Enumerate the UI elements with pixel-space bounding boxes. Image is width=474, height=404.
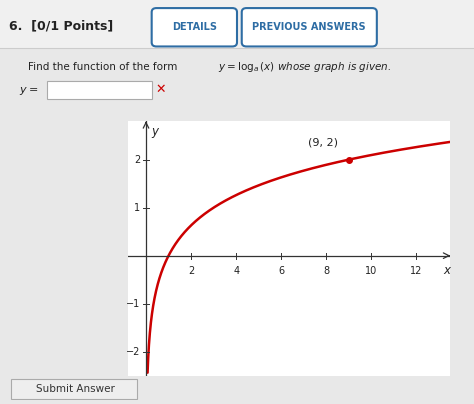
- Text: 12: 12: [410, 266, 423, 276]
- Text: 10: 10: [365, 266, 377, 276]
- FancyBboxPatch shape: [11, 379, 137, 399]
- Text: y: y: [152, 125, 159, 138]
- FancyBboxPatch shape: [0, 0, 474, 48]
- Text: 1: 1: [134, 203, 140, 213]
- Text: x: x: [443, 264, 450, 277]
- Text: Submit Answer: Submit Answer: [36, 384, 115, 394]
- Text: 2: 2: [134, 155, 140, 164]
- Text: PREVIOUS ANSWERS: PREVIOUS ANSWERS: [253, 22, 366, 32]
- Text: $y =$: $y =$: [19, 85, 38, 97]
- Text: −2: −2: [126, 347, 140, 357]
- FancyBboxPatch shape: [242, 8, 377, 46]
- Text: $y = \log_a(x)$ whose graph is given.: $y = \log_a(x)$ whose graph is given.: [218, 60, 392, 74]
- Text: 6.  [0/1 Points]: 6. [0/1 Points]: [9, 20, 114, 33]
- Text: 8: 8: [323, 266, 329, 276]
- Text: Find the function of the form: Find the function of the form: [28, 62, 181, 72]
- Text: (9, 2): (9, 2): [308, 137, 338, 147]
- Text: DETAILS: DETAILS: [172, 22, 217, 32]
- Text: −1: −1: [126, 299, 140, 309]
- Text: 2: 2: [188, 266, 194, 276]
- Text: 6: 6: [278, 266, 284, 276]
- Text: 4: 4: [233, 266, 239, 276]
- Text: ✕: ✕: [156, 83, 166, 96]
- FancyBboxPatch shape: [47, 81, 152, 99]
- FancyBboxPatch shape: [152, 8, 237, 46]
